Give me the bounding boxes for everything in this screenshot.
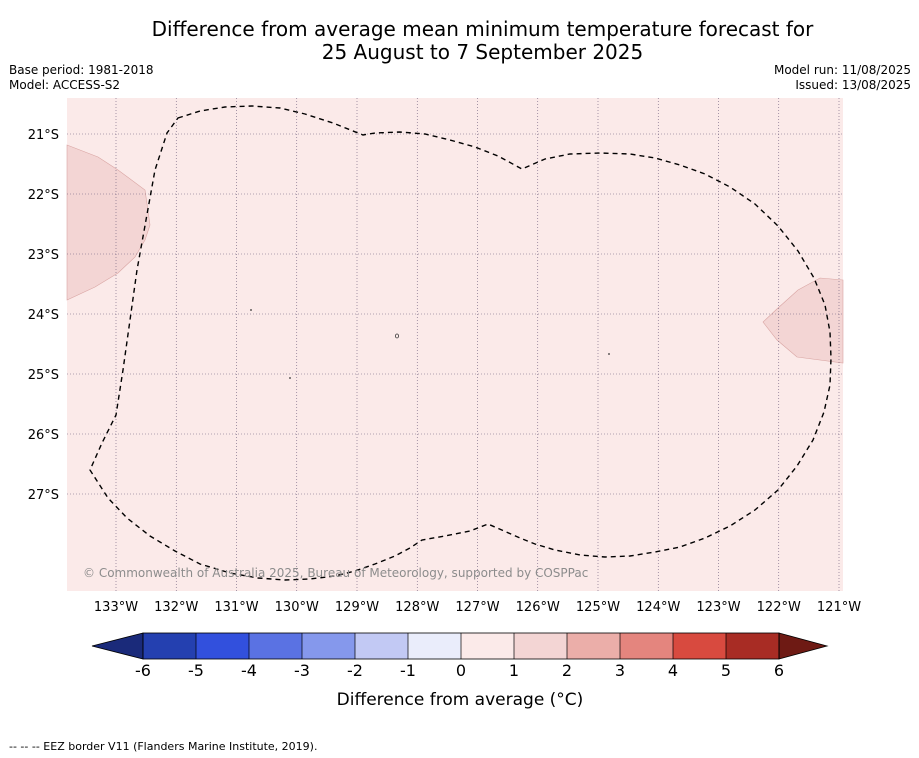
colorbar-segment <box>514 633 567 659</box>
eez-footnote: -- -- -- EEZ border V11 (Flanders Marine… <box>9 740 318 753</box>
colorbar-outline <box>142 632 780 660</box>
colorbar-segment <box>143 633 196 659</box>
latitude-label: 23°S <box>28 248 59 263</box>
colorbar-tick-label: -3 <box>294 661 310 680</box>
colorbar-segment <box>196 633 249 659</box>
colorbar-tick-label: 0 <box>456 661 466 680</box>
colorbar-tick-label: 6 <box>774 661 784 680</box>
model-name: Model: ACCESS-S2 <box>9 78 121 92</box>
latitude-labels: 21°S 22°S 23°S 24°S 25°S 26°S 27°S <box>28 128 59 503</box>
colorbar-tick-label: -5 <box>188 661 204 680</box>
longitude-label: 122°W <box>757 600 801 615</box>
colorbar-label: Difference from average (°C) <box>337 690 584 710</box>
island-marker <box>289 377 291 379</box>
colorbar-segment <box>673 633 726 659</box>
colorbar-tick-label: -4 <box>241 661 257 680</box>
meta-right: Model run: 11/08/2025 Issued: 13/08/2025 <box>774 63 911 93</box>
island-marker <box>608 353 610 355</box>
colorbar-tick-label: -1 <box>400 661 416 680</box>
latitude-label: 24°S <box>28 308 59 323</box>
colorbar-segment <box>726 633 779 659</box>
latitude-label: 21°S <box>28 128 59 143</box>
colorbar: -6 -5 -4 -3 -2 -1 0 1 2 3 4 5 6 <box>91 632 829 680</box>
colorbar-segment <box>461 633 514 659</box>
colorbar-segment <box>408 633 461 659</box>
colorbar-tick-label: -6 <box>135 661 151 680</box>
colorbar-extend-low <box>91 632 144 660</box>
issued-date: Issued: 13/08/2025 <box>795 78 911 92</box>
longitude-label: 128°W <box>395 600 439 615</box>
colorbar-tick-label: 5 <box>721 661 731 680</box>
gridlines <box>67 98 843 591</box>
model-run: Model run: 11/08/2025 <box>773 63 911 77</box>
longitude-label: 124°W <box>636 600 680 615</box>
island-marker <box>394 333 399 339</box>
longitude-label: 132°W <box>154 600 198 615</box>
colorbar-tick-label: 1 <box>509 661 519 680</box>
eez-border <box>89 105 832 581</box>
longitude-label: 125°W <box>576 600 620 615</box>
longitude-label: 130°W <box>275 600 319 615</box>
latitude-label: 25°S <box>28 368 59 383</box>
anomaly-region-west <box>66 144 151 301</box>
longitude-label: 129°W <box>335 600 379 615</box>
longitude-label: 131°W <box>214 600 258 615</box>
longitude-label: 121°W <box>817 600 861 615</box>
latitude-label: 26°S <box>28 428 59 443</box>
longitude-label: 133°W <box>94 600 138 615</box>
copyright-notice: © Commonwealth of Australia 2025, Bureau… <box>83 566 588 580</box>
colorbar-tick-label: 3 <box>615 661 625 680</box>
colorbar-extend-high <box>778 632 829 660</box>
map-title: Difference from average mean minimum tem… <box>0 18 919 64</box>
colorbar-segment <box>249 633 302 659</box>
title-line-2: 25 August to 7 September 2025 <box>321 40 644 64</box>
island-markers <box>250 309 610 379</box>
meta-left: Base period: 1981-2018 Model: ACCESS-S2 <box>9 63 154 93</box>
longitude-label: 126°W <box>516 600 560 615</box>
colorbar-tick-label: 2 <box>562 661 572 680</box>
colorbar-segment <box>620 633 673 659</box>
title-line-1: Difference from average mean minimum tem… <box>151 17 814 41</box>
colorbar-segment <box>355 633 408 659</box>
island-marker <box>250 309 252 311</box>
colorbar-tick-label: -2 <box>347 661 363 680</box>
map-background <box>67 98 843 591</box>
colorbar-segment <box>567 633 620 659</box>
base-period: Base period: 1981-2018 <box>9 63 154 77</box>
latitude-label: 22°S <box>28 188 59 203</box>
longitude-labels: 133°W 132°W 131°W 130°W 129°W 128°W 127°W 126°W… <box>94 600 861 615</box>
latitude-label: 27°S <box>28 488 59 503</box>
longitude-label: 127°W <box>455 600 499 615</box>
longitude-label: 123°W <box>696 600 740 615</box>
colorbar-segment <box>302 633 355 659</box>
colorbar-tick-label: 4 <box>668 661 678 680</box>
